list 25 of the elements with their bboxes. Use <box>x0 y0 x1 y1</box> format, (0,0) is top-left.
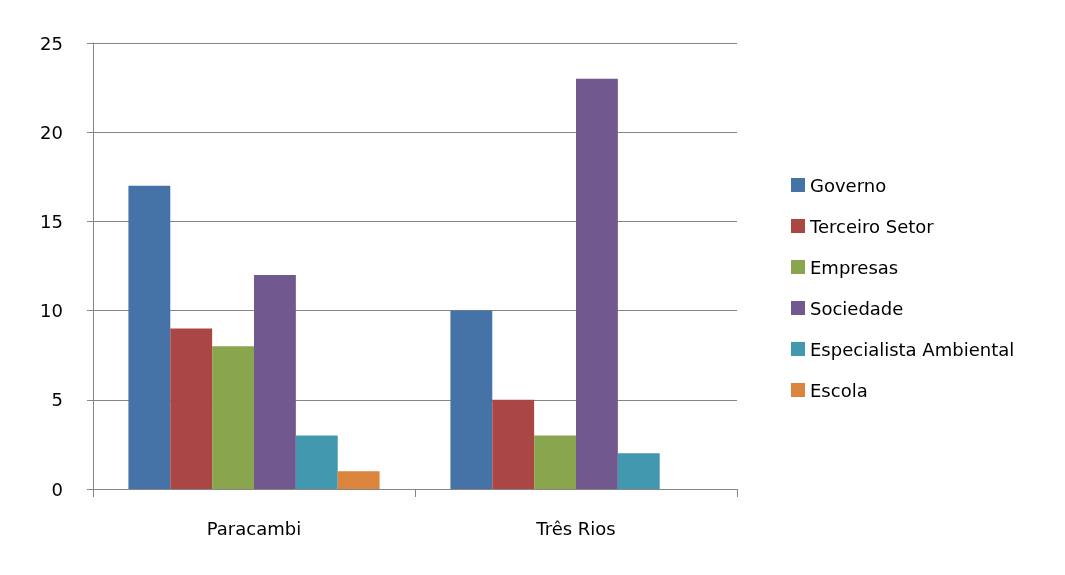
y-tick-label: 10 <box>40 300 63 322</box>
legend-label: Escola <box>810 379 868 401</box>
bar <box>170 328 213 489</box>
legend-label: Terceiro Setor <box>809 215 935 237</box>
legend-label: Especialista Ambiental <box>810 338 1015 360</box>
bar <box>295 435 338 489</box>
legend-label: Sociedade <box>810 297 904 319</box>
legend-label: Empresas <box>810 256 899 278</box>
bar <box>254 274 296 489</box>
bar <box>492 399 535 489</box>
y-tick-label: 5 <box>51 389 63 411</box>
x-tick-label: Paracambi <box>206 517 302 539</box>
legend-label: Governo <box>810 174 887 196</box>
bar <box>337 471 380 489</box>
bar <box>576 78 618 489</box>
x-tick-label: Três Rios <box>535 517 616 539</box>
bar <box>534 435 576 489</box>
y-tick-label: 15 <box>40 210 63 232</box>
bar <box>450 310 493 489</box>
y-tick-label: 25 <box>40 32 63 54</box>
bar <box>617 453 660 489</box>
y-tick-label: 0 <box>51 478 63 500</box>
bar <box>128 185 171 489</box>
y-tick-label: 20 <box>40 121 63 143</box>
bar <box>212 346 254 489</box>
